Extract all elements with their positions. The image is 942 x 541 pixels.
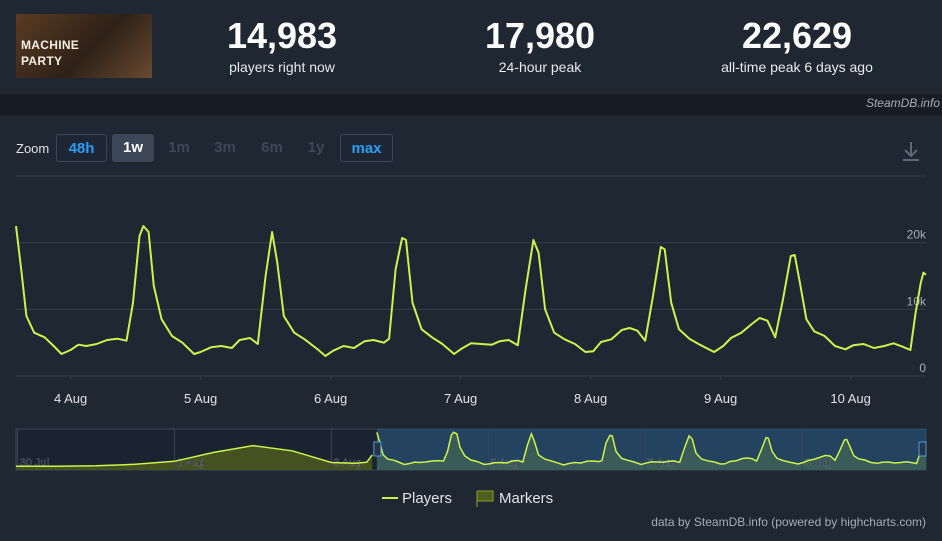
x-tick-label: 6 Aug bbox=[314, 391, 347, 406]
stat: 14,983 players right now bbox=[162, 14, 402, 76]
zoom-button[interactable]: 48h bbox=[56, 134, 107, 162]
stat: 17,980 24-hour peak bbox=[420, 14, 660, 76]
zoom-button[interactable]: max bbox=[340, 134, 393, 162]
zoom-button: 3m bbox=[214, 139, 236, 156]
navigator-tick-label: 7 Aug bbox=[647, 457, 675, 469]
line bbox=[15, 225, 927, 357]
x-tick-label: 7 Aug bbox=[444, 391, 477, 406]
x-tick-label: 9 Aug bbox=[704, 391, 737, 406]
legend-symbol bbox=[476, 490, 494, 507]
navigator-line bbox=[376, 431, 927, 466]
download-icon[interactable] bbox=[903, 142, 919, 161]
navigator-tick-label: 9 Aug bbox=[804, 457, 832, 469]
stat-label: players right now bbox=[229, 59, 335, 75]
zoom-button: 1m bbox=[168, 139, 190, 156]
y-tick-label: 20k bbox=[907, 228, 927, 242]
stat-value: 14,983 bbox=[226, 15, 338, 56]
stat-label: 24-hour peak bbox=[498, 59, 582, 75]
stat-value: 22,629 bbox=[741, 15, 853, 56]
x-tick-label: 8 Aug bbox=[574, 391, 607, 406]
stat-label: all-time peak 6 days ago bbox=[721, 59, 873, 75]
navigator-area bbox=[16, 445, 373, 470]
zoom-button[interactable]: 1w bbox=[112, 134, 154, 162]
x-tick-label: 4 Aug bbox=[54, 391, 87, 406]
navigator-handle[interactable] bbox=[373, 441, 382, 457]
navigator-line bbox=[15, 444, 373, 468]
summary-bar: MACHINE PARTY 14,983 players right now 17… bbox=[0, 0, 942, 94]
navigator-handle[interactable] bbox=[918, 441, 927, 457]
stat-value: 17,980 bbox=[484, 15, 596, 56]
legend-label[interactable]: Players bbox=[402, 490, 452, 507]
image-text: PARTY bbox=[21, 54, 63, 68]
navigator-selection bbox=[376, 429, 926, 470]
image-text: MACHINE bbox=[21, 38, 80, 52]
y-tick-label: 0 bbox=[919, 361, 926, 375]
x-tick-label: 5 Aug bbox=[184, 391, 217, 406]
source[interactable]: SteamDB.info bbox=[865, 96, 940, 110]
stat: 22,629 all-time peak 6 days ago bbox=[677, 14, 917, 76]
zoom-button: 6m bbox=[261, 139, 283, 156]
game-image: MACHINE PARTY bbox=[16, 14, 152, 78]
navigator-tick-label: 30 Jul bbox=[20, 457, 49, 469]
x-tick-label: 10 Aug bbox=[830, 391, 871, 406]
legend-label[interactable]: Markers bbox=[499, 490, 553, 507]
zoom-label: Zoom bbox=[16, 141, 50, 156]
zoom-button: 1y bbox=[307, 139, 325, 156]
credits[interactable]: data by SteamDB.info (powered by highcha… bbox=[651, 515, 926, 529]
navigator-tick-label: 1 Aug bbox=[176, 457, 204, 469]
